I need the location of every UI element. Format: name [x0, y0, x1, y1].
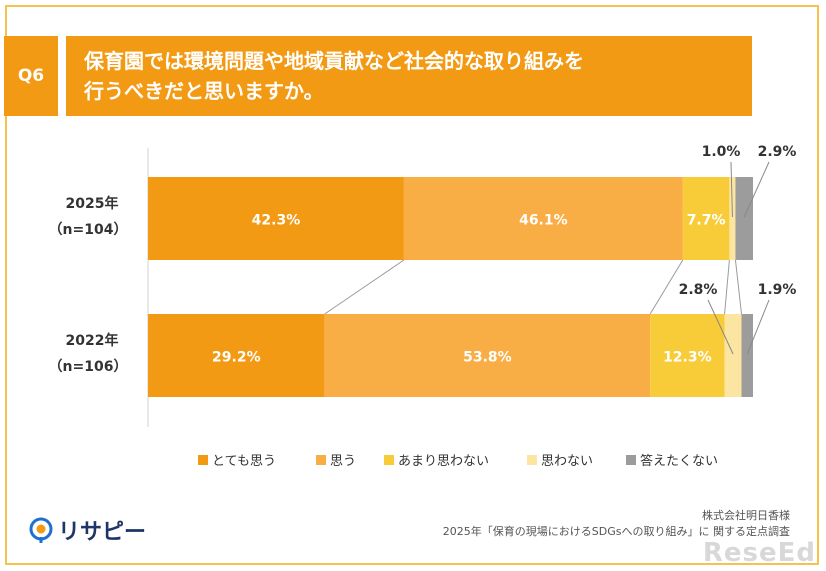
legend-label: あまり思わない — [398, 454, 489, 469]
category-n-label: （n=106） — [49, 359, 128, 375]
bar-segment — [735, 177, 753, 260]
callout-label: 1.9% — [758, 282, 797, 298]
data-label: 12.3% — [663, 350, 712, 366]
callout-label: 1.0% — [702, 144, 741, 160]
series-connector-line — [734, 259, 743, 315]
legend-swatch — [198, 455, 208, 465]
callout-leader-line — [743, 161, 770, 218]
callout-label: 2.9% — [758, 144, 797, 160]
category-n-label: （n=104） — [49, 222, 128, 238]
data-label: 29.2% — [212, 350, 261, 366]
series-connector-line — [324, 259, 405, 315]
bar-segment — [724, 314, 742, 397]
callout-leader-line — [730, 161, 733, 218]
legend-label: とても思う — [212, 454, 276, 469]
question-title: 保育園では環境問題や地域貢献など社会的な取り組みを 行うべきだと思いますか。 — [66, 36, 752, 116]
credit-company: 株式会社明日香様 — [702, 509, 790, 522]
question-number-badge: Q6 — [4, 36, 58, 116]
bar-segment — [148, 314, 325, 397]
callout-label: 2.8% — [679, 282, 718, 298]
risapi-logo: リサピー — [28, 514, 146, 546]
legend-swatch — [316, 455, 326, 465]
data-label: 46.1% — [519, 213, 568, 229]
series-connector-line — [724, 259, 730, 315]
legend-label: 答えたくない — [640, 453, 718, 469]
legend-swatch — [527, 455, 537, 465]
legend-swatch — [626, 455, 636, 465]
legend-label: 思わない — [541, 454, 593, 469]
category-year-label: 2025年 — [66, 195, 119, 212]
credit-survey-title: 2025年「保育の現場におけるSDGsへの取り組み」に 関する定点調査 — [442, 525, 790, 538]
series-connector-line — [649, 259, 684, 315]
category-year-label: 2022年 — [66, 332, 119, 349]
bar-segment — [650, 314, 725, 397]
bar-segment — [682, 177, 730, 260]
bar-segment — [403, 177, 683, 260]
watermark-logo: ReseEd — [702, 538, 816, 568]
data-label: 7.7% — [687, 213, 726, 229]
risapi-logo-icon — [29, 517, 53, 543]
bar-segment — [148, 177, 404, 260]
data-label: 53.8% — [463, 350, 512, 366]
legend-label: 思う — [330, 454, 356, 469]
logo-text: リサピー — [58, 520, 147, 545]
data-label: 42.3% — [252, 213, 301, 229]
bar-segment — [741, 314, 753, 397]
legend-swatch — [384, 455, 394, 465]
callout-leader-line — [746, 299, 770, 355]
bar-segment — [324, 314, 651, 397]
callout-leader-line — [707, 299, 734, 355]
survey-credit: 株式会社明日香様 2025年「保育の現場におけるSDGsへの取り組み」に 関する… — [443, 508, 790, 540]
bar-segment — [729, 177, 736, 260]
